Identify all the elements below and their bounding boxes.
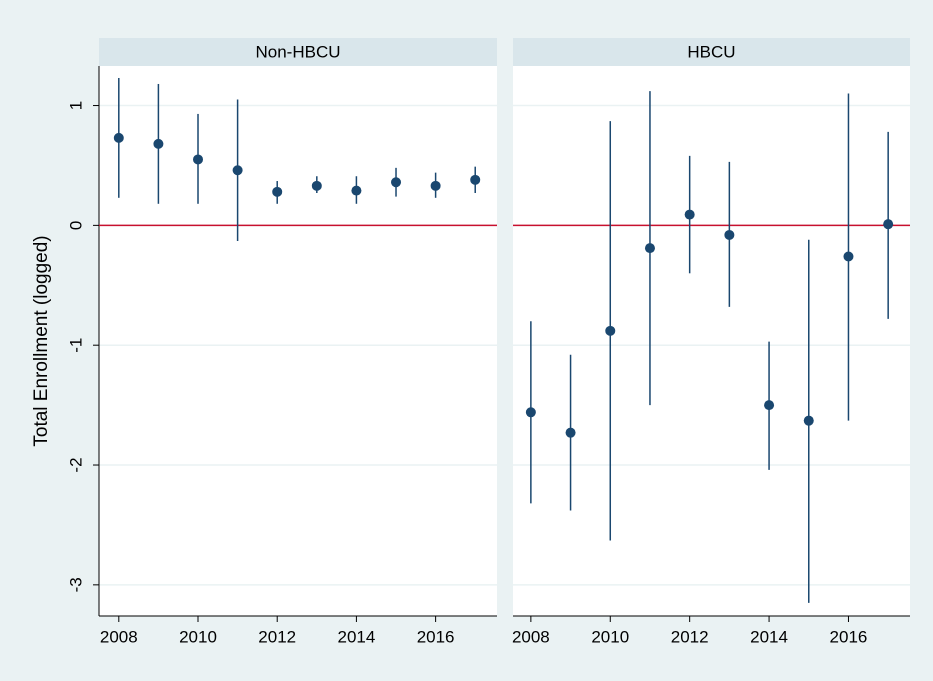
point: [644, 243, 655, 254]
x-tick-label: 2008: [100, 627, 138, 646]
point: [605, 325, 616, 336]
x-tick-label: 2014: [750, 627, 788, 646]
point: [193, 154, 204, 165]
y-tick-label: -1: [66, 338, 85, 353]
x-tick-label: 2016: [417, 627, 455, 646]
point: [113, 132, 124, 143]
y-tick-label: 0: [66, 221, 85, 230]
x-tick-label: 2012: [258, 627, 296, 646]
point: [525, 407, 536, 418]
y-tick-label: 1: [66, 101, 85, 110]
point: [470, 174, 481, 185]
x-tick-label: 2012: [671, 627, 709, 646]
point: [391, 177, 402, 188]
plot-area: [99, 66, 497, 616]
x-tick-label: 2016: [830, 627, 868, 646]
x-tick-label: 2008: [512, 627, 550, 646]
plot-area: [513, 66, 910, 616]
panel-title: HBCU: [687, 42, 735, 61]
point: [153, 138, 164, 149]
point: [430, 180, 441, 191]
point: [883, 219, 894, 230]
point: [803, 415, 814, 426]
panel-header: [99, 38, 497, 66]
x-tick-label: 2014: [337, 627, 375, 646]
x-tick-label: 2010: [179, 627, 217, 646]
x-tick-label: 2010: [591, 627, 629, 646]
panel-title: Non-HBCU: [255, 42, 340, 61]
point: [311, 180, 322, 191]
y-axis-title: Total Enrollment (logged): [31, 235, 52, 446]
y-tick-label: -3: [66, 577, 85, 592]
point: [565, 427, 576, 438]
panel-header: [513, 38, 910, 66]
point: [272, 186, 283, 197]
y-tick-label: -2: [66, 457, 85, 472]
point: [724, 229, 735, 240]
point: [843, 251, 854, 262]
point: [684, 209, 695, 220]
point: [764, 400, 775, 411]
point: [232, 165, 243, 176]
point: [351, 185, 362, 196]
